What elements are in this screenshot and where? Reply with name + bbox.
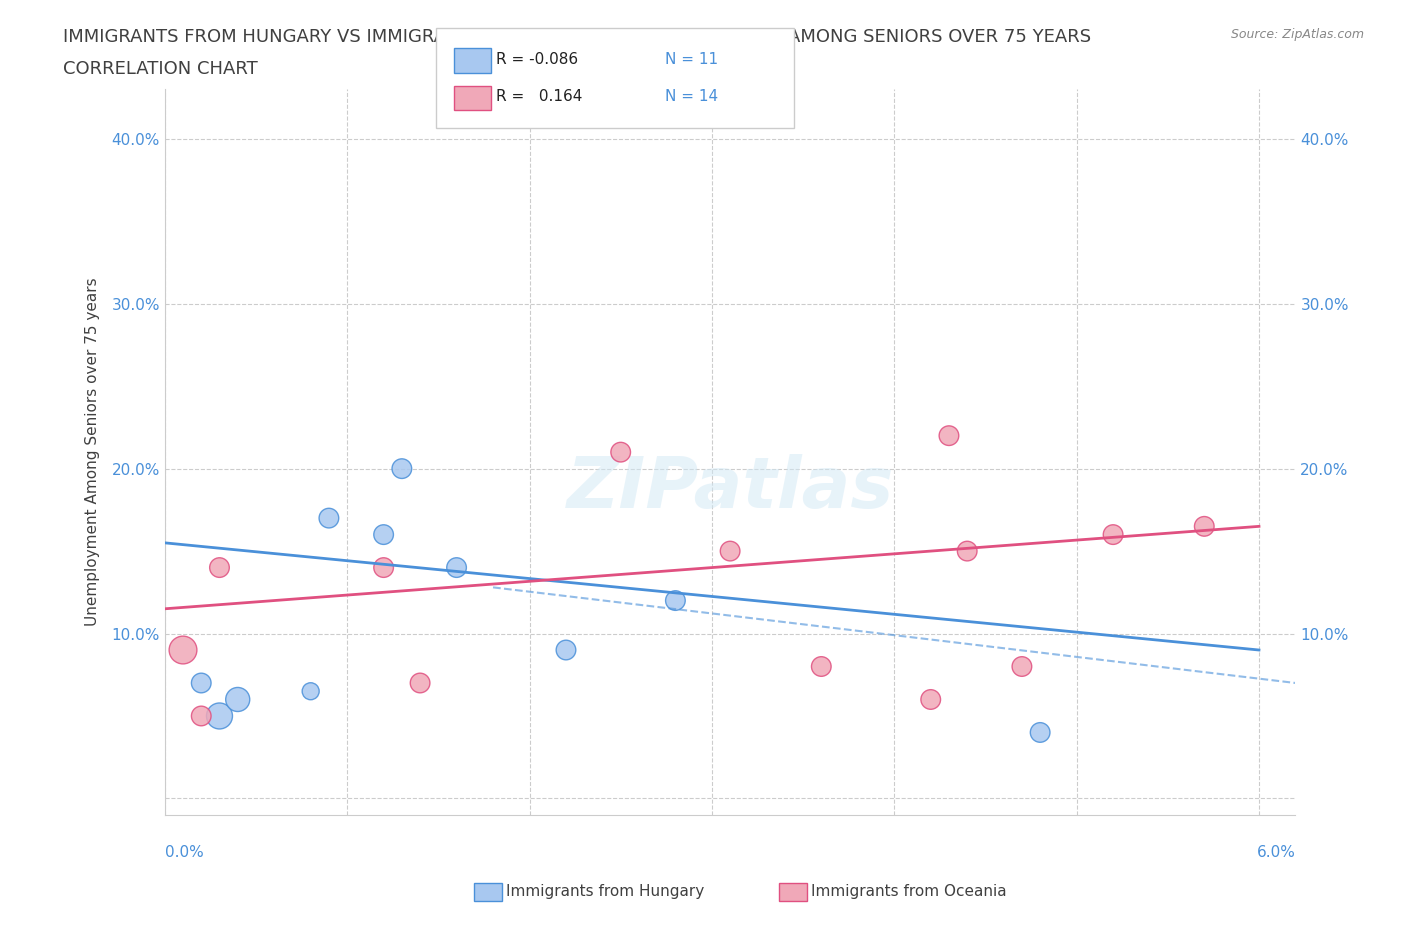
Text: IMMIGRANTS FROM HUNGARY VS IMMIGRANTS FROM OCEANIA UNEMPLOYMENT AMONG SENIORS OV: IMMIGRANTS FROM HUNGARY VS IMMIGRANTS FR… <box>63 28 1091 46</box>
Text: Source: ZipAtlas.com: Source: ZipAtlas.com <box>1230 28 1364 41</box>
Point <box>664 593 686 608</box>
Text: R =   0.164: R = 0.164 <box>496 89 582 104</box>
Point <box>208 709 231 724</box>
Point <box>609 445 631 459</box>
Point <box>409 675 432 690</box>
Point <box>190 675 212 690</box>
Text: Immigrants from Oceania: Immigrants from Oceania <box>811 884 1007 899</box>
Point <box>172 643 194 658</box>
Text: CORRELATION CHART: CORRELATION CHART <box>63 60 259 78</box>
Point <box>190 709 212 724</box>
Point <box>299 684 322 698</box>
Point <box>1194 519 1216 534</box>
Point <box>373 560 395 575</box>
Point <box>555 643 578 658</box>
Point <box>318 511 340 525</box>
Point <box>1102 527 1125 542</box>
Point <box>810 659 832 674</box>
Point <box>226 692 249 707</box>
Point <box>1011 659 1033 674</box>
Point <box>391 461 413 476</box>
Text: ZIPatlas: ZIPatlas <box>567 454 894 523</box>
Point <box>1029 725 1052 740</box>
Point <box>373 527 395 542</box>
Point <box>920 692 942 707</box>
Text: N = 11: N = 11 <box>665 52 718 67</box>
Point <box>938 428 960 443</box>
Point <box>208 560 231 575</box>
Y-axis label: Unemployment Among Seniors over 75 years: Unemployment Among Seniors over 75 years <box>86 278 100 627</box>
Text: R = -0.086: R = -0.086 <box>496 52 578 67</box>
Text: N = 14: N = 14 <box>665 89 718 104</box>
Text: 6.0%: 6.0% <box>1257 844 1295 859</box>
Point <box>956 544 979 559</box>
Text: Immigrants from Hungary: Immigrants from Hungary <box>506 884 704 899</box>
Text: 0.0%: 0.0% <box>165 844 204 859</box>
Point <box>718 544 741 559</box>
Point <box>446 560 468 575</box>
